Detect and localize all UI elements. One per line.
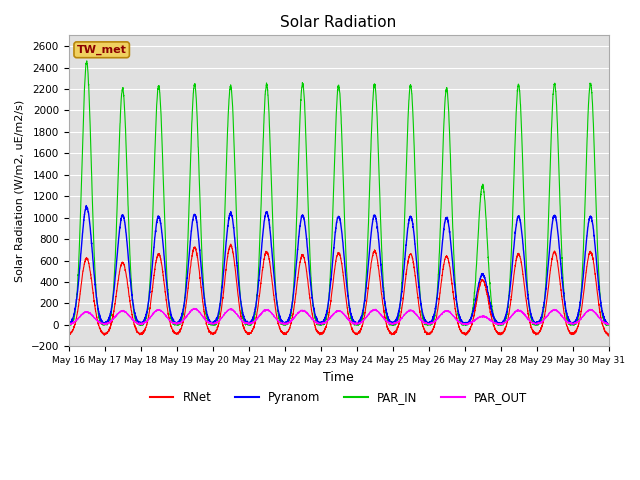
PAR_IN	[604, 322, 612, 327]
PAR_OUT	[460, 321, 467, 327]
PAR_IN	[460, 321, 467, 327]
Pyranom	[490, 315, 498, 321]
X-axis label: Time: Time	[323, 371, 354, 384]
PAR_IN	[605, 322, 612, 328]
Pyranom	[162, 273, 170, 278]
PAR_OUT	[190, 305, 198, 311]
PAR_IN	[490, 318, 498, 324]
PAR_OUT	[65, 321, 72, 327]
RNet	[605, 333, 612, 339]
RNet	[65, 332, 72, 338]
PAR_OUT	[605, 321, 612, 327]
PAR_OUT	[319, 321, 326, 327]
PAR_OUT	[162, 312, 170, 318]
PAR_IN	[83, 58, 91, 64]
RNet	[460, 331, 467, 336]
RNet	[65, 333, 73, 339]
Y-axis label: Solar Radiation (W/m2, uE/m2/s): Solar Radiation (W/m2, uE/m2/s)	[15, 100, 25, 282]
PAR_OUT	[430, 319, 438, 325]
RNet	[604, 331, 612, 337]
Pyranom	[319, 321, 326, 326]
RNet	[430, 324, 438, 330]
PAR_IN	[319, 321, 326, 327]
RNet	[490, 324, 498, 330]
Text: TW_met: TW_met	[77, 45, 127, 55]
RNet	[162, 293, 170, 299]
PAR_IN	[65, 322, 73, 328]
PAR_IN	[65, 321, 72, 327]
PAR_IN	[430, 316, 438, 322]
Pyranom	[83, 203, 90, 208]
PAR_OUT	[490, 320, 498, 326]
Pyranom	[65, 321, 72, 327]
Line: RNet: RNet	[68, 244, 609, 336]
RNet	[227, 241, 235, 247]
Line: PAR_IN: PAR_IN	[68, 61, 609, 325]
Pyranom	[460, 321, 467, 327]
PAR_OUT	[65, 322, 73, 328]
PAR_OUT	[604, 322, 612, 327]
Pyranom	[604, 322, 612, 327]
Line: Pyranom: Pyranom	[68, 205, 609, 325]
Line: PAR_OUT: PAR_OUT	[68, 308, 609, 325]
Pyranom	[430, 314, 438, 320]
RNet	[319, 330, 326, 336]
Legend: RNet, Pyranom, PAR_IN, PAR_OUT: RNet, Pyranom, PAR_IN, PAR_OUT	[145, 386, 532, 409]
Title: Solar Radiation: Solar Radiation	[280, 15, 397, 30]
Pyranom	[605, 321, 612, 327]
PAR_IN	[162, 252, 170, 257]
Pyranom	[462, 322, 470, 328]
